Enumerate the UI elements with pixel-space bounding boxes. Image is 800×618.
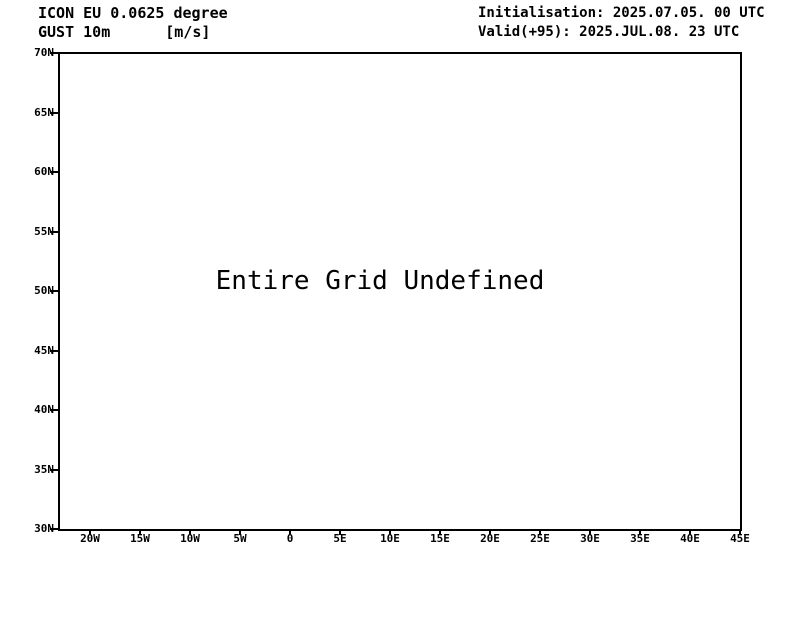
y-axis-tick-label: 65N	[34, 105, 54, 119]
x-axis-tick-mark	[189, 529, 191, 535]
y-axis-tick-label: 30N	[34, 522, 54, 535]
y-axis-tick-mark	[50, 528, 59, 530]
initialisation-label: Initialisation: 2025.07.05. 00 UTC	[478, 5, 765, 21]
x-axis-tick-mark	[639, 529, 641, 535]
y-axis-tick-mark	[50, 230, 59, 233]
x-axis-tick-label: 25E	[530, 532, 550, 545]
x-axis-tick-mark	[689, 529, 691, 535]
x-axis-tick-mark	[89, 529, 91, 535]
units-label: [m/s]	[165, 23, 211, 41]
x-axis-tick-mark	[489, 529, 491, 535]
x-axis-tick-mark	[289, 529, 291, 535]
x-axis-tick-label: 5W	[233, 532, 247, 545]
y-axis-tick-label: 40N	[34, 403, 54, 416]
x-axis-tick-label: 10W	[180, 532, 200, 545]
x-axis-tick-label: 20W	[80, 532, 100, 545]
model-title: ICON EU 0.0625 degree	[38, 4, 228, 22]
plot-area	[58, 52, 742, 531]
x-axis-tick-label: 45E	[730, 532, 750, 545]
x-axis-tick-mark	[239, 529, 241, 535]
x-axis-tick-label: 0	[286, 532, 294, 545]
x-axis-tick-mark	[339, 529, 341, 535]
y-axis-tick-mark	[50, 52, 59, 54]
x-axis-tick-label: 10E	[380, 532, 400, 545]
x-axis-tick-mark	[539, 529, 541, 535]
y-axis-tick-label: 55N	[34, 224, 54, 238]
y-axis-tick-mark	[50, 290, 59, 292]
x-axis-tick-mark	[139, 529, 141, 535]
parameter-row: GUST 10m [m/s]	[38, 23, 228, 42]
x-axis-tick-label: 15W	[130, 532, 150, 545]
x-axis-tick-mark	[589, 529, 591, 535]
y-axis-tick-mark	[50, 111, 59, 114]
header-right: Initialisation: 2025.07.05. 00 UTC Valid…	[478, 4, 765, 42]
valid-time-label: Valid(+95): 2025.JUL.08. 23 UTC	[478, 24, 740, 40]
x-axis-tick-label: 15E	[430, 532, 450, 545]
y-axis-tick-mark	[50, 349, 59, 352]
x-axis-tick-label: 35E	[630, 532, 650, 545]
x-axis-tick-label: 30E	[580, 532, 600, 545]
header-left: ICON EU 0.0625 degree GUST 10m [m/s]	[38, 4, 228, 42]
y-axis-tick-mark	[50, 468, 59, 471]
grid-undefined-message: Entire Grid Undefined	[215, 266, 545, 296]
x-axis-tick-label: 20E	[480, 532, 500, 545]
y-axis-tick-label: 60N	[34, 165, 54, 178]
y-axis-tick-mark	[50, 171, 59, 173]
y-axis-tick-label: 70N	[34, 46, 54, 59]
y-axis-tick-label: 45N	[34, 343, 54, 357]
parameter-label: GUST 10m	[38, 23, 111, 41]
y-axis-tick-label: 50N	[34, 284, 54, 297]
y-axis-tick-label: 35N	[34, 462, 54, 476]
x-axis-tick-label: 40E	[680, 532, 700, 545]
y-axis-tick-mark	[50, 409, 59, 411]
x-axis-tick-label: 5E	[333, 532, 347, 545]
x-axis-tick-mark	[739, 529, 741, 535]
x-axis-tick-mark	[389, 529, 391, 535]
x-axis-tick-mark	[439, 529, 441, 535]
